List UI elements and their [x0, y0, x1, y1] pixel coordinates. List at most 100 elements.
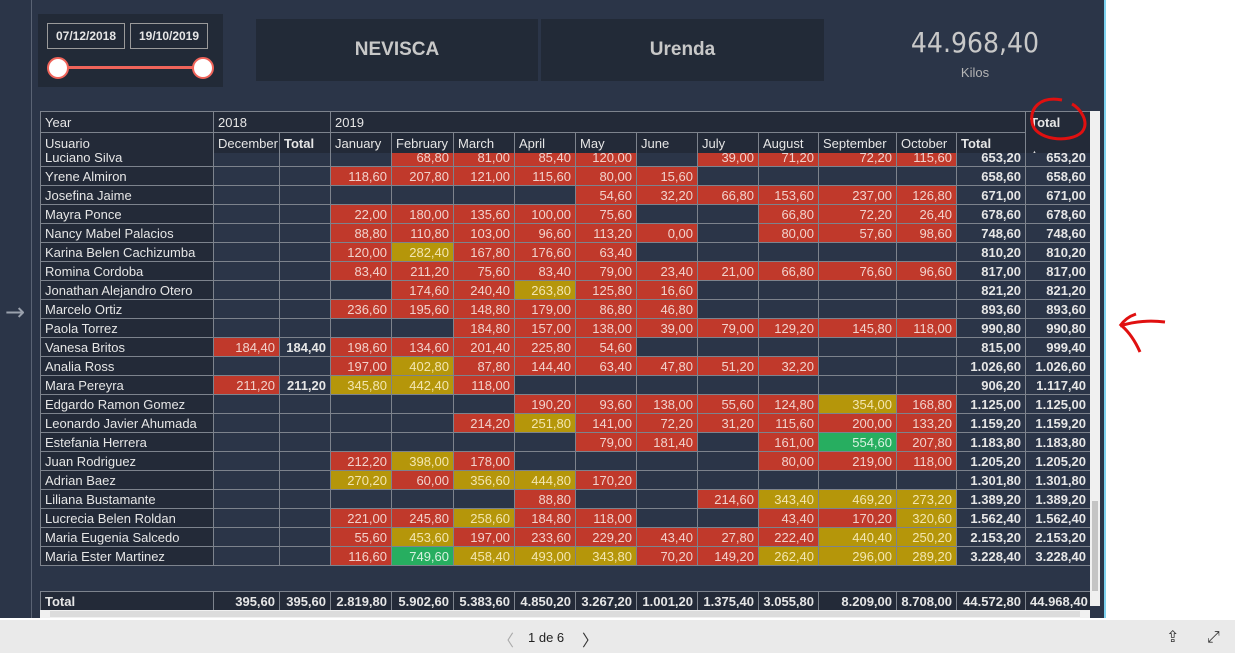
value-cell: 1.183,80 — [956, 432, 1026, 452]
value-cell — [279, 432, 331, 452]
previous-page-icon[interactable]: 〈 — [498, 631, 515, 650]
table-row[interactable]: Jonathan Alejandro Otero 174,60 240,40 263,… — [40, 280, 1090, 300]
kpi-value: 44.968,40 — [910, 26, 1040, 59]
table-row[interactable]: Estefania Herrera 79,00 181,40 161,00 554,60… — [40, 432, 1090, 452]
value-cell — [213, 280, 280, 300]
value-cell — [697, 470, 759, 490]
value-cell: 200,00 — [818, 413, 897, 433]
value-cell: 72,20 — [818, 204, 897, 224]
vertical-scrollbar[interactable] — [1090, 111, 1100, 606]
value-cell: 211,20 — [279, 375, 331, 395]
table-row[interactable]: Josefina Jaime 54,60 32,20 66,80 153,60 237,0… — [40, 185, 1090, 205]
horizontal-scrollbar[interactable] — [40, 610, 1090, 618]
value-cell: 118,00 — [575, 508, 637, 528]
value-cell: 240,40 — [453, 280, 515, 300]
user-name-cell: Liliana Bustamante — [40, 489, 214, 509]
matrix-body[interactable]: Luciano Silva 68,80 81,00 85,40 120,00 39,00 7… — [40, 153, 1090, 591]
table-row[interactable]: Nancy Mabel Palacios 88,80 110,80 103,00 96,… — [40, 223, 1090, 243]
start-date-input[interactable]: 07/12/2018 — [47, 23, 125, 49]
value-cell: 129,20 — [758, 318, 819, 338]
value-cell: 16,60 — [636, 280, 698, 300]
value-cell: 124,80 — [758, 394, 819, 414]
column-header[interactable]: Total — [956, 132, 1027, 154]
value-cell: 118,60 — [330, 166, 392, 186]
value-cell: 398,00 — [391, 451, 454, 471]
value-cell: 1.026,60 — [1025, 356, 1090, 376]
value-cell — [279, 166, 331, 186]
report-canvas: → 07/12/2018 19/10/2019 NEVISCA Urenda 4… — [0, 0, 1106, 618]
value-cell — [818, 337, 897, 357]
value-cell: 990,80 — [1025, 318, 1090, 338]
value-cell: 289,20 — [896, 546, 957, 566]
share-icon[interactable]: ⇪ — [1166, 627, 1180, 646]
scroll-thumb[interactable] — [1092, 501, 1098, 591]
slider-start-handle[interactable] — [47, 57, 69, 79]
value-cell: 80,00 — [575, 166, 637, 186]
value-cell: 493,00 — [514, 546, 576, 566]
value-cell: 149,20 — [697, 546, 759, 566]
column-header[interactable]: April — [514, 132, 577, 154]
user-name-cell: Vanesa Britos — [40, 337, 214, 357]
total-cell: 395,60 — [213, 591, 280, 610]
column-header[interactable]: October — [896, 132, 958, 154]
value-cell — [697, 299, 759, 319]
column-header[interactable]: Total — [278, 132, 332, 154]
column-header[interactable]: January — [330, 132, 393, 154]
value-cell: 66,80 — [697, 185, 759, 205]
value-cell — [514, 185, 576, 205]
value-cell: 1.389,20 — [956, 489, 1026, 509]
value-cell: 144,40 — [514, 356, 576, 376]
value-cell — [213, 166, 280, 186]
value-cell: 1.125,00 — [1025, 394, 1090, 414]
value-cell: 212,20 — [330, 451, 392, 471]
table-row[interactable]: Marcelo Ortiz 236,60 195,60 148,80 179,00 86,… — [40, 299, 1090, 319]
value-cell: 138,00 — [636, 394, 698, 414]
table-row[interactable]: Lucrecia Belen Roldan 221,00 245,80 258,60 1… — [40, 508, 1090, 528]
table-row[interactable]: Mayra Ponce 22,00 180,00 135,60 100,00 75,60 6… — [40, 204, 1090, 224]
table-row[interactable]: Vanesa Britos 184,40 184,40 198,60 134,60 201… — [40, 337, 1090, 357]
user-name-cell: Maria Ester Martinez — [40, 546, 214, 566]
value-cell: 113,20 — [575, 223, 637, 243]
end-date-input[interactable]: 19/10/2019 — [130, 23, 208, 49]
value-cell: 233,60 — [514, 527, 576, 547]
value-cell: 148,80 — [453, 299, 515, 319]
total-cell: 5.383,60 — [453, 591, 515, 610]
column-header[interactable]: July — [697, 132, 760, 154]
total-cell: 3.267,20 — [575, 591, 637, 610]
year-2018-header[interactable]: 2018 — [212, 111, 332, 133]
value-cell: 153,60 — [758, 185, 819, 205]
table-row[interactable]: Edgardo Ramon Gomez 190,20 93,60 138,00 55,6… — [40, 394, 1090, 414]
user-name-cell: Romina Cordoba — [40, 261, 214, 281]
fullscreen-icon[interactable]: ⤢ — [1207, 627, 1220, 646]
column-header[interactable]: March — [453, 132, 516, 154]
value-cell: 1.562,40 — [956, 508, 1026, 528]
value-cell — [818, 470, 897, 490]
table-row[interactable]: Analia Ross 197,00 402,80 87,80 144,40 63,40 4… — [40, 356, 1090, 376]
user-name-cell: Maria Eugenia Salcedo — [40, 527, 214, 547]
value-cell — [279, 470, 331, 490]
value-cell: 225,80 — [514, 337, 576, 357]
value-cell: 32,20 — [758, 356, 819, 376]
column-header[interactable]: June — [636, 132, 699, 154]
value-cell — [391, 489, 454, 509]
table-row[interactable]: Juan Rodriguez 212,20 398,00 178,00 80,00 219… — [40, 451, 1090, 471]
table-row[interactable]: Maria Ester Martinez 116,60 749,60 458,40 49… — [40, 546, 1090, 566]
table-row[interactable]: Romina Cordoba 83,40 211,20 75,60 83,40 79,00… — [40, 261, 1090, 281]
arrow-right-icon[interactable]: → — [5, 298, 26, 326]
collapsed-pane[interactable]: → — [0, 0, 32, 618]
table-row[interactable]: Karina Belen Cachizumba 120,00 282,40 167,8… — [40, 242, 1090, 262]
scroll-thumb[interactable] — [50, 611, 1080, 617]
table-row[interactable]: Liliana Bustamante 88,80 214,60 343,40 469,2… — [40, 489, 1090, 509]
value-cell: 176,60 — [514, 242, 576, 262]
value-cell: 54,60 — [575, 337, 637, 357]
value-cell: 26,40 — [896, 204, 957, 224]
next-page-icon[interactable]: 〉 — [582, 631, 599, 650]
slider-end-handle[interactable] — [192, 57, 214, 79]
value-cell: 458,40 — [453, 546, 515, 566]
value-cell — [213, 451, 280, 471]
table-row[interactable]: Leonardo Javier Ahumada 214,20 251,80 141,0… — [40, 413, 1090, 433]
value-cell: 76,60 — [818, 261, 897, 281]
total-cell: 2.819,80 — [330, 591, 392, 610]
year-2019-header[interactable]: 2019 — [330, 111, 1027, 133]
user-name-cell: Edgardo Ramon Gomez — [40, 394, 214, 414]
